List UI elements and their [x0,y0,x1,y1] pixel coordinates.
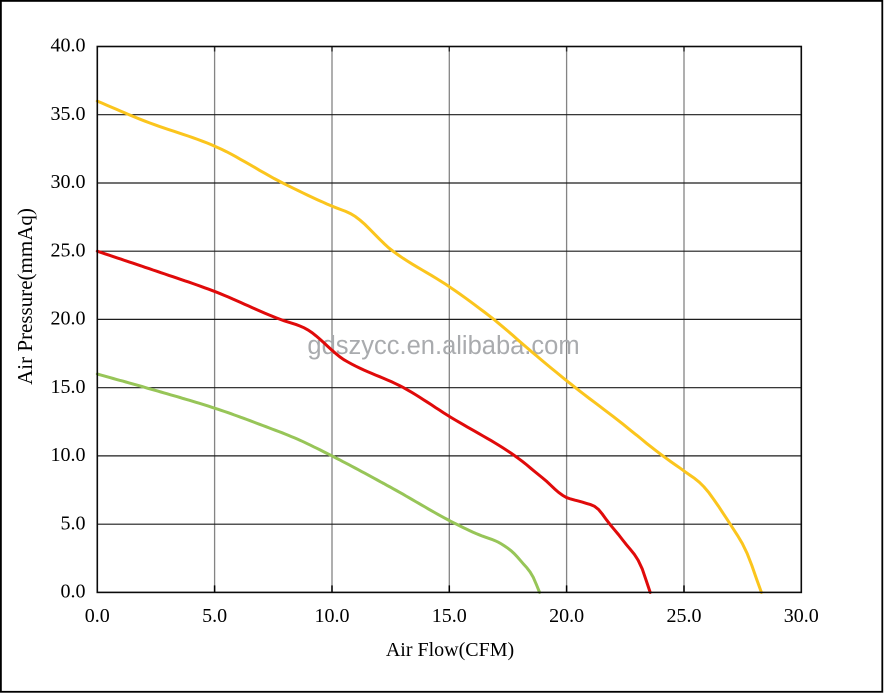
svg-text:25.0: 25.0 [51,239,86,261]
svg-text:0.0: 0.0 [85,605,110,627]
svg-text:0.0: 0.0 [61,581,86,603]
svg-text:30.0: 30.0 [784,605,819,627]
svg-text:25.0: 25.0 [667,605,702,627]
svg-text:10.0: 10.0 [315,605,350,627]
svg-text:Air Flow(CFM): Air Flow(CFM) [386,639,514,661]
svg-text:30.0: 30.0 [51,171,86,193]
svg-text:20.0: 20.0 [51,308,86,330]
svg-text:15.0: 15.0 [51,376,86,398]
svg-text:Air Pressure(mmAq): Air Pressure(mmAq) [13,208,37,385]
svg-text:5.0: 5.0 [61,512,86,534]
svg-text:35.0: 35.0 [51,103,86,125]
svg-text:15.0: 15.0 [432,605,467,627]
svg-text:20.0: 20.0 [549,605,584,627]
svg-text:40.0: 40.0 [51,35,86,57]
svg-text:10.0: 10.0 [51,444,86,466]
svg-text:5.0: 5.0 [202,605,227,627]
